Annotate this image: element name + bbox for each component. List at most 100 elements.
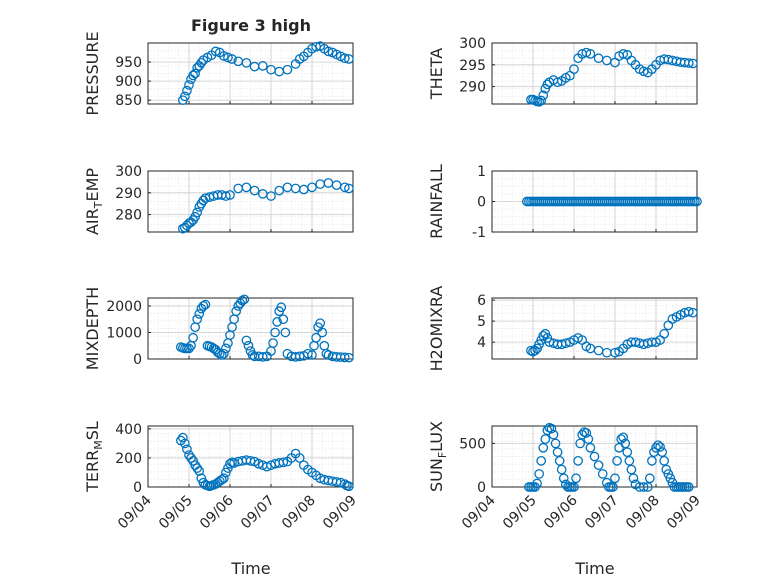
- y-tick-label: 0: [133, 480, 142, 496]
- x-tick-label: 09/07: [582, 493, 622, 533]
- axes-box: [491, 425, 698, 488]
- data-point: [569, 482, 579, 492]
- data-point: [608, 482, 618, 492]
- data-point: [184, 343, 194, 354]
- data-point: [219, 473, 229, 484]
- data-point: [548, 429, 559, 440]
- data-point: [190, 211, 200, 222]
- data-point: [307, 182, 317, 193]
- data-point: [683, 58, 694, 68]
- data-point: [227, 54, 237, 64]
- data-point: [571, 473, 581, 484]
- data-point: [249, 185, 260, 196]
- data-point: [180, 438, 190, 449]
- data-point: [247, 350, 258, 360]
- data-point: [661, 464, 672, 475]
- x-tick-label: 09/06: [197, 492, 237, 532]
- x-tick-label: 09/04: [115, 492, 155, 532]
- data-point: [593, 460, 604, 471]
- data-point: [597, 469, 608, 479]
- data-point: [241, 57, 252, 68]
- data-point: [612, 456, 622, 466]
- y-tick-label: 0: [477, 195, 486, 211]
- data-point: [659, 328, 670, 339]
- data-point: [663, 469, 674, 479]
- data-point: [278, 314, 289, 325]
- series-theta: [526, 47, 698, 107]
- data-point: [585, 49, 596, 59]
- data-point: [192, 463, 203, 473]
- data-point: [214, 348, 225, 359]
- data-point: [610, 347, 620, 358]
- y-tick-label: 280: [115, 208, 142, 224]
- data-point: [239, 294, 250, 305]
- x-axis-label-left: Time: [230, 559, 270, 578]
- data-point: [221, 191, 231, 201]
- data-point: [323, 46, 334, 57]
- data-point: [188, 70, 198, 81]
- data-point: [692, 196, 702, 207]
- data-point: [188, 456, 198, 466]
- data-point: [241, 335, 252, 346]
- data-point: [558, 473, 569, 484]
- data-point: [344, 352, 354, 363]
- data-point: [657, 447, 668, 457]
- subplot-pressure: 850 900 950 PRESSURE: [83, 31, 354, 116]
- y-axis-label: H2OMIXRA: [427, 286, 446, 372]
- y-tick-label: 5: [477, 314, 486, 330]
- subplot-h2omixra: 4 5 6 H2OMIXRA: [427, 286, 698, 372]
- data-point: [315, 318, 326, 329]
- data-point: [223, 52, 233, 63]
- data-point: [626, 464, 637, 475]
- data-point: [188, 332, 198, 343]
- data-point: [624, 456, 635, 466]
- data-point: [216, 474, 227, 485]
- y-tick-label: 500: [459, 436, 486, 452]
- y-tick-label: 1000: [106, 325, 142, 341]
- y-axis-label: THETA: [427, 48, 446, 100]
- y-axis-label: PRESSURE: [83, 31, 102, 115]
- data-point: [266, 191, 276, 201]
- data-point: [270, 327, 280, 338]
- data-point: [581, 47, 592, 58]
- data-point: [642, 482, 653, 492]
- data-point: [583, 434, 594, 444]
- y-tick-label: 2000: [106, 299, 142, 315]
- data-point: [257, 352, 268, 362]
- data-point: [622, 447, 633, 457]
- data-point: [665, 473, 676, 484]
- x-tick-label: 09/07: [238, 493, 278, 533]
- subplot-terr-msl: 0 200 400 09/04 09/05 09/06 09/07 09/08 09/09 TER…: [83, 421, 360, 532]
- series-h2omixra: [526, 306, 698, 358]
- data-point: [194, 466, 205, 476]
- data-point: [237, 295, 248, 306]
- y-tick-label: 1: [477, 164, 486, 180]
- data-point: [556, 464, 567, 475]
- data-point: [192, 207, 203, 218]
- data-point: [278, 457, 289, 468]
- data-point: [683, 482, 694, 492]
- data-point: [552, 447, 563, 457]
- data-point: [307, 350, 317, 360]
- data-point: [311, 332, 321, 343]
- data-point: [221, 343, 231, 354]
- y-tick-label: 950: [115, 55, 142, 71]
- subplot-theta: 290 295 300 THETA: [427, 36, 698, 107]
- data-point: [536, 456, 547, 466]
- y-axis-label: SUNFLUX: [427, 421, 449, 492]
- data-point: [546, 423, 557, 434]
- subplot-air-temp: 280 290 300 AIRTEMP: [83, 164, 354, 235]
- data-point: [575, 438, 586, 449]
- data-point: [190, 68, 200, 79]
- data-point: [282, 64, 293, 75]
- data-point: [581, 428, 592, 438]
- data-point: [257, 61, 268, 71]
- data-point: [532, 478, 542, 489]
- data-point: [536, 95, 547, 106]
- data-point: [182, 85, 192, 96]
- y-tick-label: 0: [477, 480, 486, 496]
- data-point: [186, 453, 196, 463]
- y-axis-label: RAINFALL: [427, 164, 446, 239]
